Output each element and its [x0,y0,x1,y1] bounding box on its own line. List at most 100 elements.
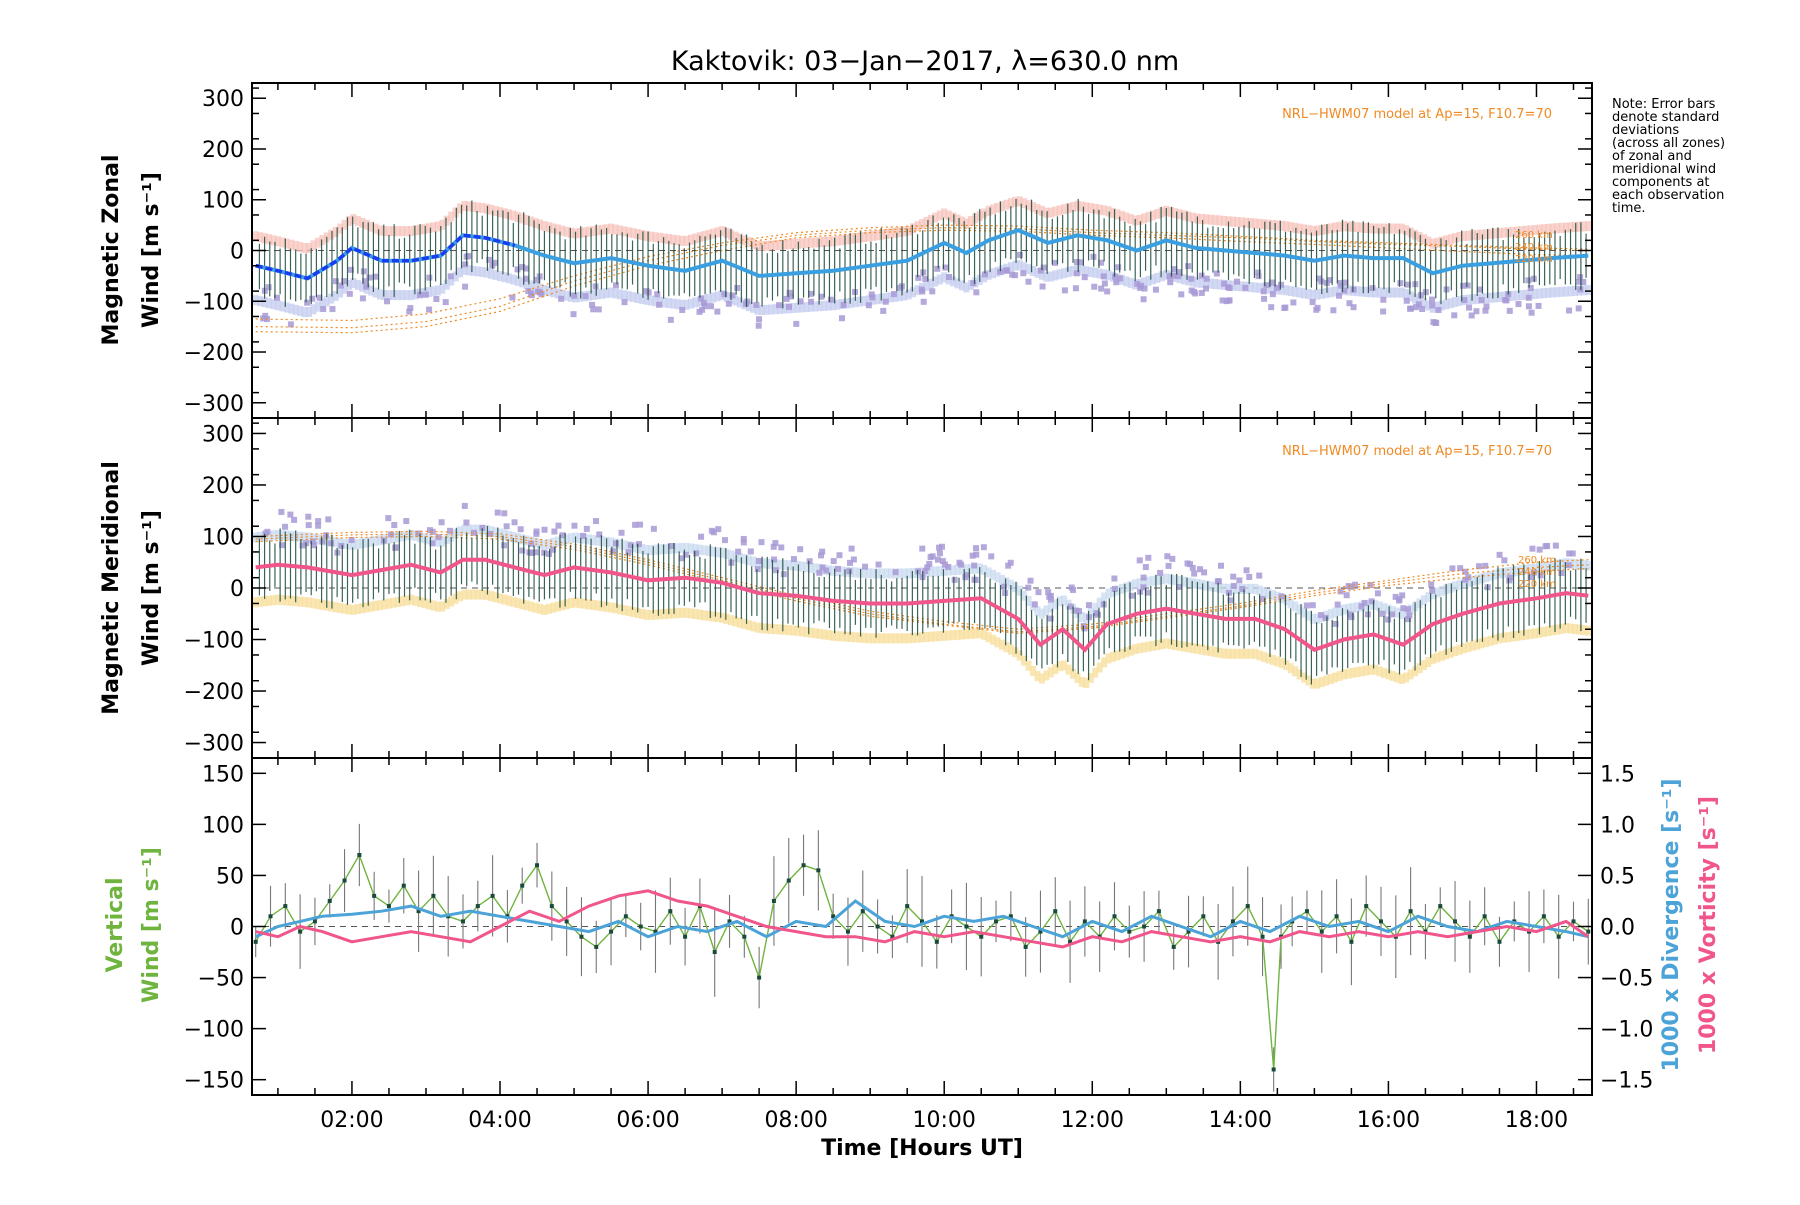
zone-point [1255,273,1262,280]
zone-point [262,312,269,319]
spread-marker [910,568,917,579]
vertical-wind-point [1068,939,1073,944]
spread-marker [754,304,761,315]
spread-marker [727,615,734,626]
spread-marker [510,274,517,285]
spread-marker [750,302,757,313]
spread-marker [1416,598,1423,609]
spread-marker [1438,300,1445,311]
zone-point [946,273,953,280]
zone-point [1198,272,1205,279]
spread-marker [821,236,828,247]
zone-point [1417,292,1424,299]
spread-marker [1367,664,1374,675]
spread-marker [1212,215,1219,226]
spread-marker [1101,592,1108,603]
zone-point [332,278,339,285]
y-tick-label: −200 [184,680,244,705]
spread-marker [1403,289,1410,300]
zone-point [372,273,379,280]
spread-marker [608,223,615,234]
spread-marker [1181,210,1188,221]
spread-marker [594,535,601,546]
vertical-wind-point [357,853,362,858]
spread-marker [812,563,819,574]
spread-marker [594,600,601,611]
vertical-wind-point [757,975,762,980]
spread-marker [994,637,1001,648]
note-line: deviations [1612,123,1679,138]
spread-marker [1327,674,1334,685]
spread-marker [359,603,366,614]
spread-marker [807,237,814,248]
spread-marker [1176,575,1183,586]
spread-marker [1123,212,1130,223]
zone-point [890,291,897,298]
vertical-wind-point [268,914,273,919]
spread-marker [1505,632,1512,643]
spread-marker [1554,559,1561,570]
vertical-wind-point [520,883,525,888]
spread-marker [1420,234,1427,245]
zone-point [1256,572,1263,579]
spread-marker [1287,222,1294,233]
spread-marker [1185,642,1192,653]
spread-marker [1030,665,1037,676]
spread-marker [839,235,846,246]
zone-point [384,298,391,305]
spread-marker [1101,205,1108,216]
zone-point [1461,297,1468,304]
spread-marker [674,543,681,554]
zone-point [1255,269,1262,276]
spread-marker [377,600,384,611]
zone-point [558,295,565,302]
zone-point [1303,602,1310,609]
model-curve [255,224,1589,322]
zone-point [840,301,847,308]
spread-marker [1167,639,1174,650]
spread-marker [692,609,699,620]
spread-marker [1167,206,1174,217]
spread-marker [1269,654,1276,665]
spread-marker [399,290,406,301]
spread-marker [954,278,961,289]
zone-point [316,294,323,301]
zone-point [1473,308,1480,315]
vertical-wind-point [1364,904,1369,909]
zone-point [1081,274,1088,281]
spread-marker [1469,294,1476,305]
spread-marker [1194,643,1201,654]
zone-point [571,522,578,529]
zone-point [1227,597,1234,604]
spread-marker [856,632,863,643]
spread-marker [1061,204,1068,215]
zone-point [546,550,553,557]
vertical-wind-point [801,863,806,868]
model-curve [255,229,1589,334]
zone-point [714,308,721,315]
spread-marker [474,589,481,600]
spread-marker [412,289,419,300]
spread-marker [1158,271,1165,282]
spread-marker [306,532,313,543]
zone-point [511,519,518,526]
spread-marker [425,599,432,610]
spread-marker [1096,268,1103,279]
spread-marker [919,219,925,230]
spread-marker [581,227,588,238]
spread-marker [1531,288,1538,299]
spread-marker [492,592,499,603]
vertical-wind-point [1171,944,1176,949]
spread-marker [1332,607,1339,618]
vertical-wind-point [920,919,924,924]
spread-marker [372,223,379,234]
spread-marker [1318,677,1325,688]
zone-point [1239,585,1246,592]
spread-marker [354,215,361,226]
spread-marker [1531,563,1538,574]
spread-marker [1416,663,1423,674]
zone-point [590,306,597,313]
zone-point [1189,564,1196,571]
spread-marker [648,231,655,242]
spread-marker [385,290,392,301]
